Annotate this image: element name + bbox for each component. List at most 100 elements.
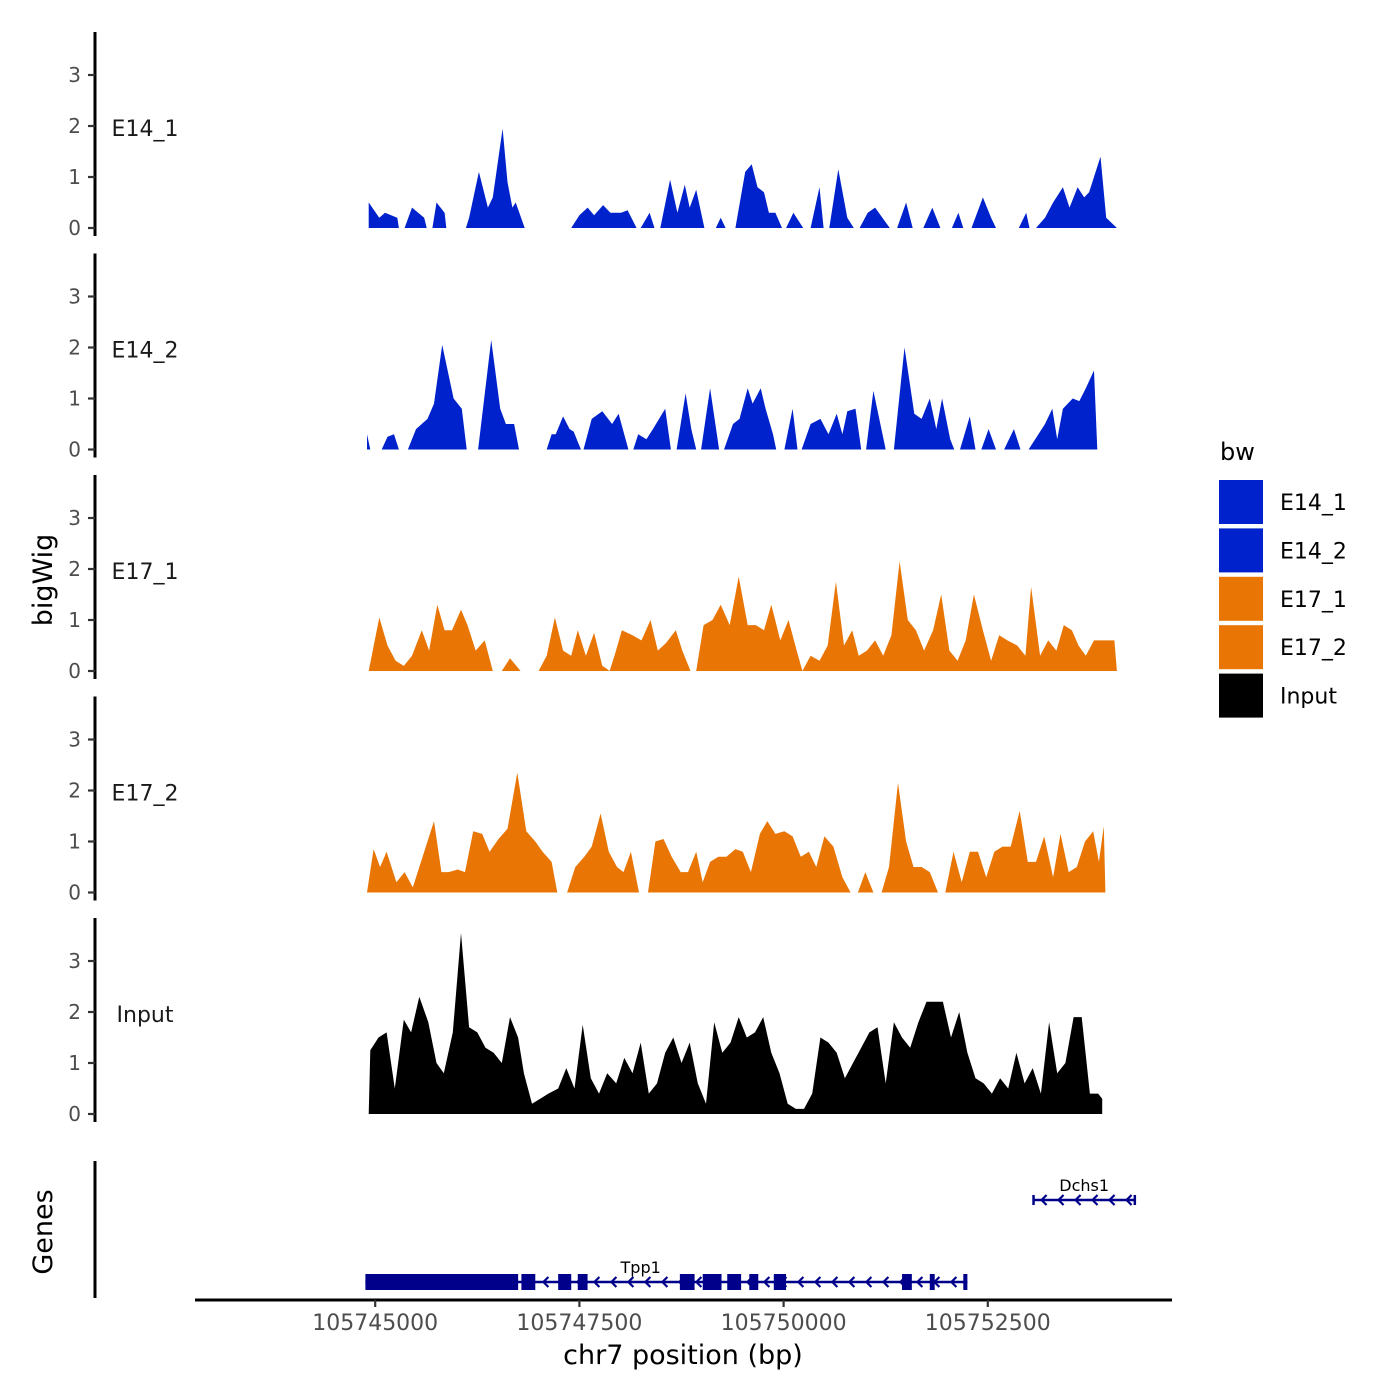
legend-label: Input xyxy=(1280,685,1337,710)
track-e17-1: 0 1 2 3 E17_1 xyxy=(68,475,1117,683)
strand-arrow xyxy=(643,1276,652,1288)
x-tick-label: 105745000 xyxy=(312,1311,438,1336)
strand-arrow xyxy=(609,1276,618,1288)
exon xyxy=(679,1274,695,1290)
y-axis-title: bigWig xyxy=(28,534,59,627)
gene-tpp1: Tpp1 xyxy=(365,1258,968,1290)
strand-arrow xyxy=(1124,1194,1133,1206)
track-label-e14-1: E14_1 xyxy=(112,117,179,142)
strand-arrow xyxy=(1107,1194,1116,1206)
exon xyxy=(365,1274,519,1290)
y-tick-label: 1 xyxy=(68,1051,81,1075)
legend-swatch xyxy=(1219,673,1263,718)
strand-arrow xyxy=(813,1276,822,1288)
y-tick-label: 0 xyxy=(68,659,81,683)
x-tick-label: 105752500 xyxy=(925,1311,1051,1336)
strand-arrow xyxy=(949,1276,958,1288)
y-tick-label: 2 xyxy=(68,1000,81,1024)
strand-arrow xyxy=(847,1276,856,1288)
legend-swatch xyxy=(1219,528,1263,573)
y-tick-label: 0 xyxy=(68,1102,81,1126)
area-input xyxy=(368,933,1103,1114)
track-e14-2: 0 1 2 3 E14_2 xyxy=(68,253,1098,462)
y-tick-label: 2 xyxy=(68,557,81,581)
track-e14-1: 0 1 2 3 E14_1 xyxy=(68,32,1117,240)
genes-axis-title: Genes xyxy=(28,1189,59,1274)
y-tick-label: 3 xyxy=(68,63,81,87)
strand-arrow xyxy=(626,1276,635,1288)
legend-label: E14_1 xyxy=(1280,491,1347,516)
x-tick-label: 105750000 xyxy=(721,1311,847,1336)
gene-label: Dchs1 xyxy=(1059,1176,1109,1195)
exon xyxy=(902,1274,912,1290)
legend-label: E17_2 xyxy=(1280,636,1347,661)
strand-arrow xyxy=(592,1276,601,1288)
track-label-input: Input xyxy=(117,1003,174,1028)
x-axis-title: chr7 position (bp) xyxy=(563,1340,803,1371)
strand-arrow xyxy=(541,1276,550,1288)
exon xyxy=(929,1274,935,1290)
y-tick-label: 1 xyxy=(68,165,81,189)
y-tick-label: 0 xyxy=(68,881,81,905)
y-tick-label: 2 xyxy=(68,336,81,360)
area-e17-2 xyxy=(367,772,1106,893)
gene-dchs1: Dchs1 xyxy=(1032,1176,1137,1206)
strand-arrow xyxy=(881,1276,890,1288)
y-tick-label: 1 xyxy=(68,387,81,411)
y-tick-label: 0 xyxy=(68,216,81,240)
legend-swatch xyxy=(1219,576,1263,621)
track-input: 0 1 2 3 Input xyxy=(68,918,1103,1126)
x-tick-label: 105747500 xyxy=(516,1311,642,1336)
exon xyxy=(773,1274,787,1290)
legend-item-e14-2: E14_2 xyxy=(1219,528,1347,573)
exon xyxy=(558,1274,572,1290)
strand-arrow xyxy=(660,1276,669,1288)
strand-arrow xyxy=(1039,1194,1048,1206)
strand-arrow xyxy=(915,1276,924,1288)
exon xyxy=(963,1274,968,1290)
y-tick-label: 2 xyxy=(68,779,81,803)
strand-arrow xyxy=(796,1276,805,1288)
gene-label: Tpp1 xyxy=(620,1258,661,1277)
strand-arrow xyxy=(1073,1194,1082,1206)
area-e14-1 xyxy=(368,128,1117,228)
area-e17-1 xyxy=(368,561,1117,671)
legend: bw E14_1 E14_2 E17_1 E17_2 Input xyxy=(1219,438,1347,718)
y-tick-label: 2 xyxy=(68,114,81,138)
y-tick-label: 3 xyxy=(68,506,81,530)
tracks-layer: 0 1 2 3 E14_1 0 1 2 3 E14_2 0 1 2 3 E17_1 0 1 2 3 E17_2 0 1 2 3… xyxy=(68,32,1117,1126)
track-e17-2: 0 1 2 3 E17_2 xyxy=(68,696,1106,905)
y-tick-label: 3 xyxy=(68,949,81,973)
legend-item-e17-2: E17_2 xyxy=(1219,625,1347,670)
y-tick-label: 1 xyxy=(68,830,81,854)
x-axis: 105745000 105747500 105750000 105752500 xyxy=(195,1298,1172,1336)
legend-title: bw xyxy=(1220,438,1255,466)
track-label-e14-2: E14_2 xyxy=(112,339,179,364)
legend-label: E17_1 xyxy=(1280,588,1347,613)
exon xyxy=(521,1274,536,1290)
legend-item-input: Input xyxy=(1219,673,1337,718)
y-tick-label: 0 xyxy=(68,438,81,462)
y-tick-label: 1 xyxy=(68,608,81,632)
legend-swatch xyxy=(1219,480,1263,524)
exon xyxy=(577,1274,588,1290)
legend-item-e14-1: E14_1 xyxy=(1219,480,1347,524)
strand-arrow xyxy=(694,1276,703,1288)
exon xyxy=(749,1274,759,1290)
y-tick-label: 3 xyxy=(68,285,81,309)
legend-swatch xyxy=(1219,625,1263,670)
strand-arrow xyxy=(1056,1194,1065,1206)
legend-label: E14_2 xyxy=(1280,539,1347,564)
track-label-e17-2: E17_2 xyxy=(112,782,179,807)
exon xyxy=(727,1274,742,1290)
strand-arrow xyxy=(864,1276,873,1288)
legend-item-e17-1: E17_1 xyxy=(1219,576,1347,621)
strand-arrow xyxy=(762,1276,771,1288)
track-label-e17-1: E17_1 xyxy=(112,560,179,585)
y-tick-label: 3 xyxy=(68,728,81,752)
strand-arrow xyxy=(830,1276,839,1288)
genes-layer: Tpp1 Dchs1 xyxy=(93,1161,1137,1298)
exon xyxy=(702,1274,722,1290)
area-e14-2 xyxy=(367,339,1098,450)
